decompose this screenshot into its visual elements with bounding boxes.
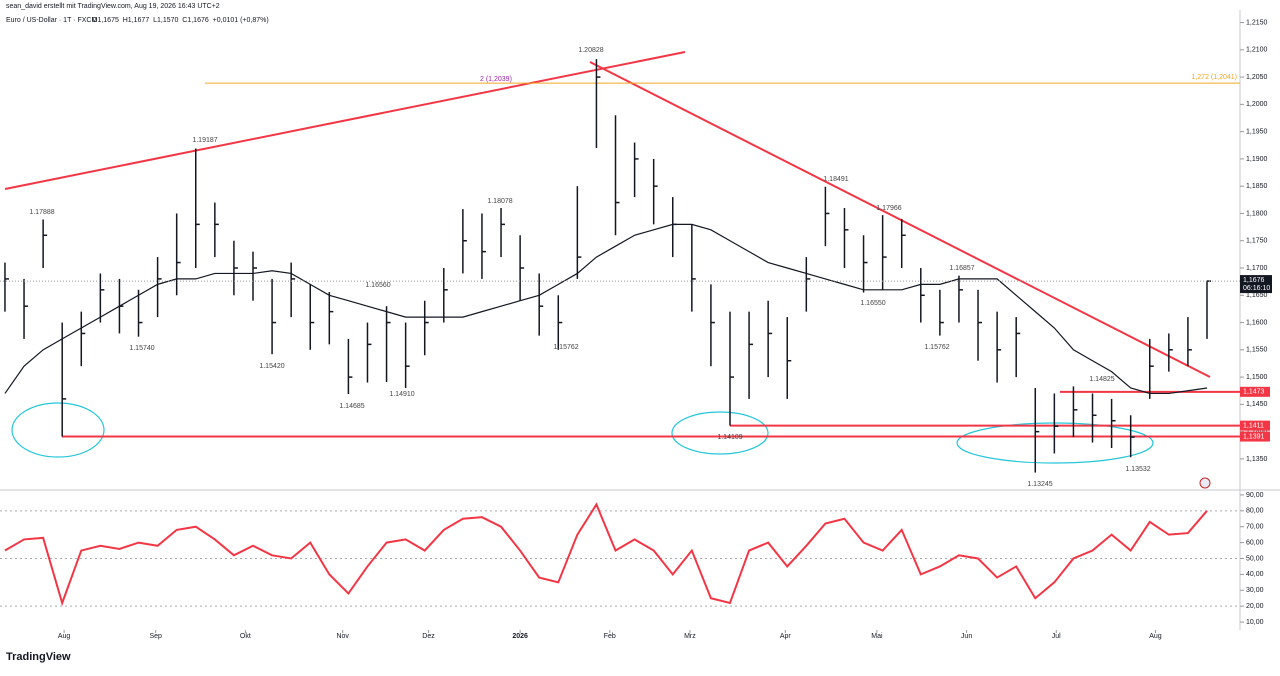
x-tick-label: Aug — [58, 633, 71, 640]
y-tick-label: 30,00 — [1246, 587, 1264, 594]
y-tick-label: 1,2000 — [1246, 101, 1268, 108]
y-tick-label: 1,1700 — [1246, 265, 1268, 272]
y-tick-label: 90,00 — [1246, 492, 1264, 499]
price-annotation: 1.14825 — [1089, 376, 1114, 383]
level-label: 1,1411 — [1243, 422, 1264, 429]
y-tick-label: 1,1500 — [1246, 374, 1268, 381]
level-label: 1,1391 — [1243, 433, 1265, 440]
price-annotation: 1.15762 — [553, 344, 578, 351]
price-annotation: 1.13245 — [1027, 481, 1052, 488]
y-tick-label: 1,2100 — [1246, 47, 1268, 54]
x-tick-label: Feb — [604, 633, 616, 640]
fib-label: 1,272 (1,2041) — [1191, 74, 1237, 81]
level-badge — [1240, 431, 1270, 442]
author: sean_david erstellt mit TradingView.com,… — [6, 3, 220, 10]
price-annotation: 1.14109 — [717, 434, 742, 441]
y-tick-label: 50,00 — [1246, 555, 1264, 562]
last-price-label: 1,1676 — [1243, 277, 1265, 284]
x-tick-label: Mai — [871, 633, 883, 640]
price-annotation: 1.14910 — [389, 391, 414, 398]
y-tick-label: 1,1450 — [1246, 401, 1268, 408]
y-tick-label: 1,1650 — [1246, 292, 1268, 299]
x-tick-label: Mrz — [684, 633, 696, 640]
x-tick-label: Jul — [1052, 633, 1061, 640]
y-tick-label: 40,00 — [1246, 571, 1264, 578]
x-tick-label: Aug — [1149, 633, 1162, 640]
y-tick-label: 20,00 — [1246, 603, 1264, 610]
y-tick-label: 1,1350 — [1246, 456, 1268, 463]
y-tick-label: 70,00 — [1246, 524, 1264, 531]
y-tick-label: 1,1550 — [1246, 347, 1268, 354]
brand: TradingView — [6, 651, 71, 663]
level-badge — [1240, 420, 1270, 431]
trendline — [589, 61, 1211, 378]
price-annotation: 1.19187 — [192, 137, 217, 144]
x-tick-label: Jun — [961, 633, 972, 640]
countdown: 06:16:10 — [1243, 285, 1270, 292]
price-annotation: 1.17966 — [876, 205, 901, 212]
price-annotation: 1.17888 — [29, 209, 54, 216]
price-annotation: 1.14685 — [339, 403, 364, 410]
x-tick-label: Apr — [780, 633, 792, 640]
ohlc: O1,1675 H1,1677 L1,1570 C1,1676 +0,0101 … — [92, 17, 269, 24]
fib-label: 2 (1,2039) — [480, 76, 512, 83]
y-tick-label: 60,00 — [1246, 539, 1264, 546]
y-tick-label: 1,1850 — [1246, 183, 1268, 190]
price-annotation: 1.18078 — [487, 198, 512, 205]
price-annotation: 1.16560 — [365, 282, 390, 289]
price-annotation: 1.15762 — [924, 344, 949, 351]
trendline — [4, 51, 686, 190]
price-annotation: 1.20828 — [578, 47, 603, 54]
x-tick-label: Sep — [149, 633, 162, 640]
price-annotation: 1.16550 — [860, 300, 885, 307]
symbol: Euro / US-Dollar · 1T · FXCM — [6, 17, 97, 24]
price-annotation: 1.16857 — [949, 265, 974, 272]
x-tick-label: Nov — [336, 633, 349, 640]
price-annotation: 1.15740 — [129, 345, 154, 352]
y-tick-label: 1,1600 — [1246, 319, 1268, 326]
y-tick-label: 1,2150 — [1246, 19, 1268, 26]
y-tick-label: 10,00 — [1246, 619, 1264, 626]
y-tick-label: 1,1900 — [1246, 156, 1268, 163]
level-label: 1,1473 — [1243, 389, 1265, 396]
level-badge — [1240, 386, 1270, 397]
price-annotation: 1.15420 — [259, 363, 284, 370]
x-tick-label: Okt — [240, 633, 251, 640]
price-annotation: 1.18491 — [823, 176, 848, 183]
price-annotation: 1.13532 — [1125, 466, 1150, 473]
y-tick-label: 80,00 — [1246, 508, 1264, 515]
y-tick-label: 1,1950 — [1246, 128, 1268, 135]
rsi-line — [4, 502, 1208, 607]
x-tick-label: 2026 — [512, 633, 528, 640]
y-tick-label: 1,1750 — [1246, 238, 1268, 245]
highlight-ellipse — [11, 402, 105, 458]
highlight-ellipse — [671, 411, 769, 455]
y-tick-label: 1,2050 — [1246, 74, 1268, 81]
x-tick-label: Dez — [422, 633, 435, 640]
moving-average — [4, 223, 1208, 395]
flag-icon — [1199, 477, 1211, 489]
y-tick-label: 1,1800 — [1246, 210, 1268, 217]
last-price-badge — [1240, 275, 1272, 294]
